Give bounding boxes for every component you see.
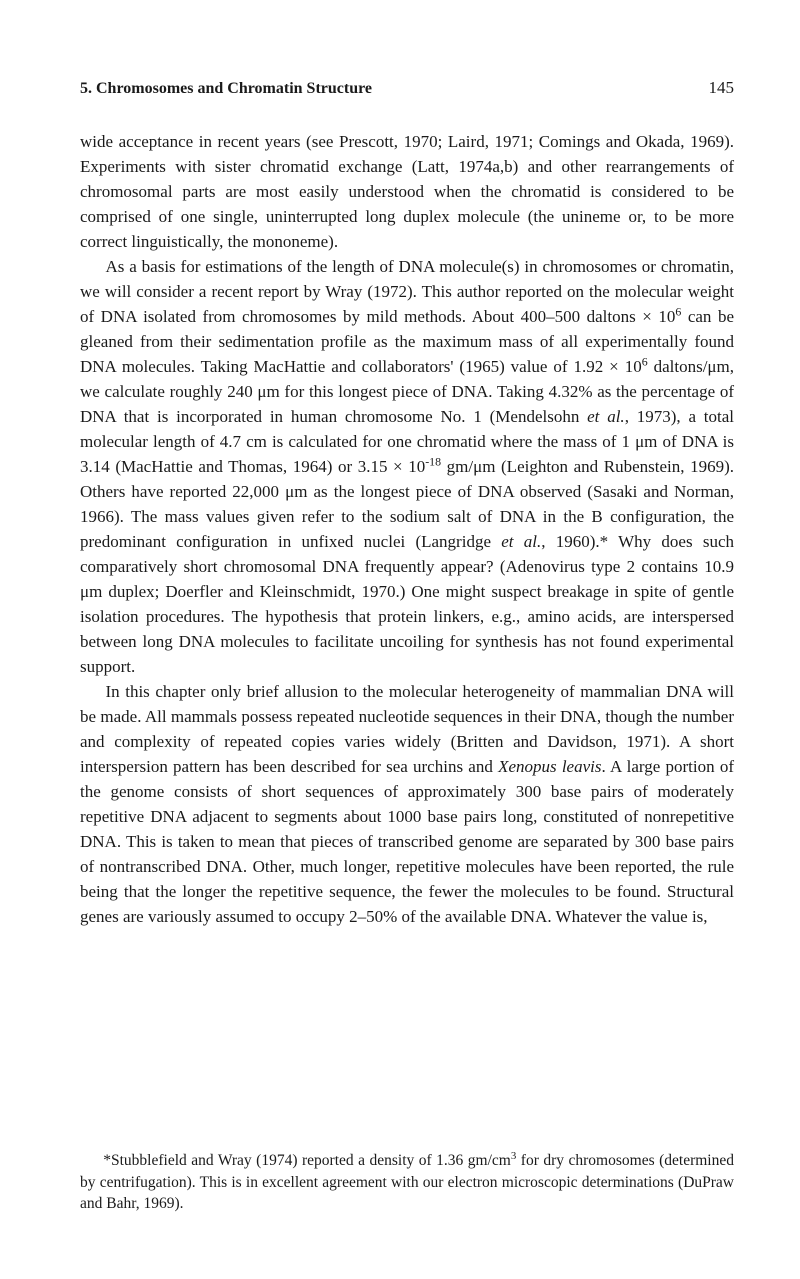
p2-seg-a: As a basis for estimations of the length…: [80, 257, 734, 326]
chapter-label: 5. Chromosomes and Chromatin Structure: [80, 80, 372, 98]
body-paragraph-2: As a basis for estimations of the length…: [80, 255, 734, 680]
etal-1: et al.: [587, 407, 625, 426]
footnote-seg-a: *Stubblefield and Wray (1974) reported a…: [103, 1152, 511, 1169]
superscript-neg18: -18: [425, 454, 441, 468]
page-number: 145: [709, 78, 735, 98]
p3-seg-b: . A large portion of the genome consists…: [80, 757, 734, 926]
p2-seg-f: , 1960).* Why does such comparatively sh…: [80, 532, 734, 676]
body-paragraph-3: In this chapter only brief allusion to t…: [80, 680, 734, 930]
body-paragraph-1: wide acceptance in recent years (see Pre…: [80, 130, 734, 255]
page-header: 5. Chromosomes and Chromatin Structure 1…: [80, 78, 734, 98]
etal-2: et al.: [501, 532, 541, 551]
footnote: *Stubblefield and Wray (1974) reported a…: [80, 1150, 734, 1215]
xenopus-italic: Xenopus leavis: [498, 757, 601, 776]
